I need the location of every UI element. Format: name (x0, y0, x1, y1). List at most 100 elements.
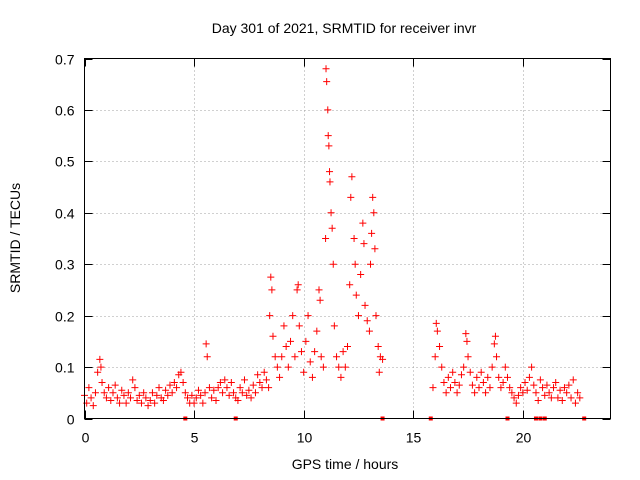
data-point (335, 363, 343, 371)
data-point (528, 363, 536, 371)
data-point (506, 384, 514, 392)
data-point (501, 363, 509, 371)
data-point (368, 229, 376, 237)
data-point (460, 363, 468, 371)
x-tick-label: 5 (191, 430, 199, 446)
data-point (131, 384, 139, 392)
data-point (85, 384, 93, 392)
data-point (550, 384, 558, 392)
data-point (567, 394, 575, 402)
data-point (197, 391, 205, 399)
data-point (155, 384, 163, 392)
data-point (116, 399, 124, 407)
data-point (173, 384, 181, 392)
data-point (316, 296, 324, 304)
data-point (379, 355, 387, 363)
data-point (361, 301, 369, 309)
data-point (221, 376, 229, 384)
data-point (287, 337, 295, 345)
data-point (113, 394, 121, 402)
data-point (576, 394, 584, 402)
data-point (291, 353, 299, 361)
data-point (91, 389, 99, 397)
data-point (181, 389, 189, 397)
data-point (453, 389, 461, 397)
data-series (81, 65, 584, 410)
data-point (328, 224, 336, 232)
data-point (184, 394, 192, 402)
data-point (429, 384, 437, 392)
data-point (135, 391, 143, 399)
data-point (571, 399, 579, 407)
data-point (144, 402, 152, 410)
data-point (118, 386, 126, 394)
data-point (545, 389, 553, 397)
data-point (188, 391, 196, 399)
data-point (525, 373, 533, 381)
data-point (558, 397, 566, 404)
data-point (350, 235, 358, 242)
data-point (256, 379, 264, 386)
data-point (337, 373, 345, 381)
data-point (468, 381, 476, 389)
data-point (539, 384, 547, 392)
data-point (306, 358, 314, 366)
data-point (543, 381, 551, 389)
data-point (327, 209, 335, 217)
data-point (565, 381, 573, 389)
data-point (194, 386, 202, 394)
data-point (98, 379, 106, 386)
data-point (240, 376, 248, 384)
data-point (192, 394, 200, 402)
data-point (304, 312, 312, 320)
data-point (251, 389, 259, 397)
data-point (433, 327, 441, 335)
data-point (521, 379, 529, 386)
data-point (170, 379, 178, 386)
data-point (554, 394, 562, 402)
data-point (471, 389, 479, 397)
data-point (463, 337, 471, 345)
data-point (541, 391, 549, 399)
data-point (282, 343, 290, 350)
data-point (87, 394, 95, 402)
data-point (523, 386, 531, 394)
data-point (199, 399, 207, 407)
data-point (344, 343, 351, 350)
data-point (369, 193, 377, 201)
data-point (482, 389, 490, 397)
data-point (219, 389, 227, 397)
data-point (122, 399, 130, 407)
data-point (488, 363, 496, 371)
y-tick-label: 0.7 (55, 52, 75, 68)
data-point (466, 368, 474, 376)
data-point (300, 368, 308, 376)
y-tick-label: 0 (67, 412, 75, 428)
data-point (510, 394, 518, 402)
data-point (569, 376, 577, 384)
data-point (230, 389, 238, 397)
data-point (497, 384, 505, 392)
data-point (360, 240, 368, 248)
data-point (289, 312, 297, 320)
data-point (536, 376, 544, 384)
data-point (201, 389, 209, 397)
data-point (225, 391, 233, 399)
data-point (329, 260, 337, 268)
data-point (164, 391, 172, 399)
data-point (129, 376, 137, 384)
data-point (324, 132, 332, 140)
data-point (431, 353, 439, 361)
data-point (278, 353, 286, 361)
data-point (179, 379, 187, 386)
data-point (363, 317, 371, 325)
chart-title: Day 301 of 2021, SRMTID for receiver inv… (212, 20, 477, 36)
data-point (294, 281, 302, 289)
data-point (190, 399, 198, 407)
data-point (137, 399, 145, 407)
data-point (574, 389, 582, 397)
data-point (249, 381, 257, 389)
data-point (438, 363, 446, 371)
y-tick-label: 0.3 (55, 257, 75, 273)
